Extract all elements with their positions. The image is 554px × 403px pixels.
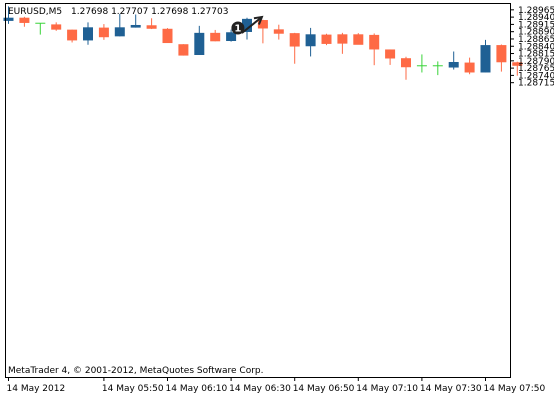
candle-body xyxy=(401,58,411,68)
candle xyxy=(98,24,109,40)
y-tick-label: 1.28740 xyxy=(518,71,554,81)
candle xyxy=(273,24,284,40)
x-tick-label: 14 May 06:50 xyxy=(293,384,355,394)
candle xyxy=(194,25,205,55)
candle xyxy=(448,51,459,70)
candle xyxy=(130,14,141,28)
x-tick-label: 14 May 07:10 xyxy=(356,384,418,394)
candle-body xyxy=(194,32,205,55)
candle-body xyxy=(289,33,300,47)
candle xyxy=(464,57,475,75)
candle xyxy=(146,18,157,30)
y-tick-label: 1.28840 xyxy=(518,42,554,52)
candle-body xyxy=(337,34,348,44)
candles-layer xyxy=(3,6,523,80)
candle-body xyxy=(210,32,221,42)
candle xyxy=(35,22,46,35)
candle-body xyxy=(114,27,125,37)
x-tick-label: 14 May 07:50 xyxy=(484,384,546,394)
candle xyxy=(289,32,300,64)
x-tick-label: 14 May 07:30 xyxy=(420,384,482,394)
candle-body xyxy=(67,29,78,41)
candle xyxy=(226,29,237,42)
marker-number: 1 xyxy=(234,24,241,35)
candle xyxy=(83,22,93,45)
candle-body xyxy=(448,61,459,68)
candle-body xyxy=(130,24,141,28)
y-tick-label: 1.28940 xyxy=(518,13,554,23)
y-tick-label: 1.28865 xyxy=(518,35,554,45)
candle-body xyxy=(385,49,396,59)
chart-header: EURUSD,M5 1.27698 1.27707 1.27698 1.2770… xyxy=(8,7,228,17)
candle-body xyxy=(19,17,30,23)
candle xyxy=(401,56,411,80)
y-tick-label: 1.28715 xyxy=(518,79,554,89)
candle-body xyxy=(83,27,93,41)
candle-body xyxy=(162,28,173,44)
candle xyxy=(257,19,268,44)
candle-body xyxy=(353,34,364,45)
candle-body xyxy=(226,32,237,42)
candle-body xyxy=(242,18,252,32)
candle xyxy=(19,16,30,27)
y-tick-label: 1.28915 xyxy=(518,20,554,30)
copyright-footer: MetaTrader 4, © 2001-2012, MetaQuotes So… xyxy=(8,366,264,376)
candle xyxy=(3,6,14,24)
candle xyxy=(353,33,364,45)
annotation-marker: 1 xyxy=(231,15,264,35)
y-tick-label: 1.28815 xyxy=(518,50,554,60)
y-tick-label: 1.28765 xyxy=(518,64,554,74)
x-tick-label: 14 May 2012 xyxy=(7,384,66,394)
symbol-label: EURUSD,M5 xyxy=(8,7,62,17)
candle xyxy=(337,32,348,54)
candle xyxy=(305,27,316,57)
candle xyxy=(385,49,396,65)
candle-body xyxy=(305,34,316,47)
y-tick-label: 1.28790 xyxy=(518,57,554,67)
candle-body xyxy=(3,17,14,21)
price-axis: 1.289651.289401.289151.288901.288651.288… xyxy=(510,6,554,89)
candle xyxy=(178,44,189,56)
candle-body xyxy=(98,27,109,38)
candle-body xyxy=(496,45,507,63)
marker-arrow-shaft xyxy=(241,16,263,34)
candle-body xyxy=(464,62,475,73)
candle xyxy=(480,39,491,73)
plot-frame xyxy=(5,3,511,378)
candle xyxy=(67,29,78,43)
marker-circle xyxy=(231,21,245,35)
candle-body xyxy=(146,25,157,29)
candle-body xyxy=(512,62,523,66)
candle-body xyxy=(51,24,62,30)
ohlc-values: 1.27698 1.27707 1.27698 1.27703 xyxy=(71,7,228,17)
candle xyxy=(114,13,125,37)
candle-body xyxy=(257,20,268,29)
x-tick-label: 14 May 06:30 xyxy=(229,384,291,394)
candle xyxy=(416,54,427,73)
candle xyxy=(369,33,380,66)
candle-body xyxy=(178,44,189,56)
x-tick-label: 14 May 05:50 xyxy=(102,384,164,394)
marker-arrow-head xyxy=(253,15,264,25)
time-axis: 14 May 2012 14 May 05:50 14 May 06:10 14 Ma… xyxy=(7,377,546,394)
candle-body xyxy=(480,45,491,73)
y-tick-label: 1.28965 xyxy=(518,6,554,16)
candle-body xyxy=(273,29,284,34)
candle xyxy=(496,44,507,72)
candle xyxy=(321,33,332,46)
candle-body xyxy=(321,34,332,44)
y-tick-label: 1.28890 xyxy=(518,28,554,38)
candle xyxy=(210,29,221,42)
candle-body xyxy=(369,34,380,50)
x-tick-label: 14 May 06:10 xyxy=(166,384,228,394)
candle xyxy=(51,22,62,31)
candle xyxy=(512,61,523,76)
candle xyxy=(162,28,173,44)
candle xyxy=(432,61,443,76)
